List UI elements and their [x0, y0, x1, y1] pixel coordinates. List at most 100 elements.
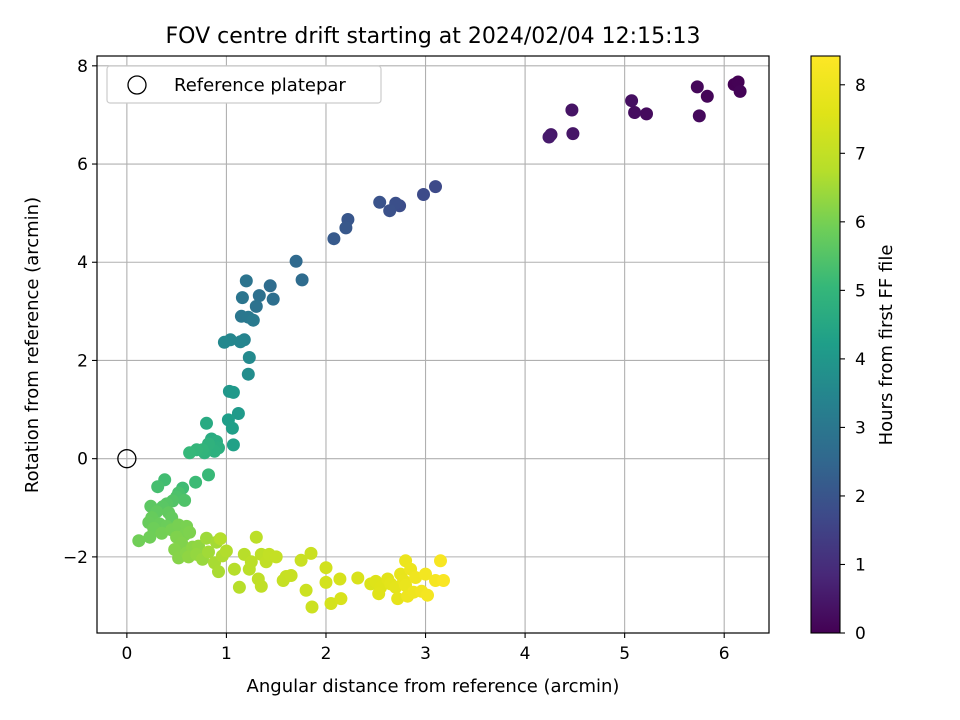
- scatter-point: [690, 80, 704, 94]
- scatter-point: [304, 546, 318, 560]
- scatter-point: [700, 89, 714, 103]
- scatter-point: [183, 446, 197, 460]
- y-tick-label: 6: [77, 155, 88, 175]
- scatter-point: [437, 574, 450, 587]
- scatter-point: [217, 335, 231, 349]
- scatter-point: [289, 254, 303, 268]
- scatter-point: [244, 555, 258, 569]
- scatter-point: [733, 84, 747, 98]
- legend-open-circle-icon: [127, 75, 147, 95]
- x-tick-label: 5: [619, 644, 630, 664]
- scatter-point: [421, 588, 434, 602]
- scatter-point: [269, 550, 283, 564]
- scatter-point: [294, 553, 308, 567]
- scatter-point: [334, 592, 348, 606]
- scatter-point: [254, 579, 268, 593]
- scatter-point: [333, 572, 347, 586]
- scatter-point: [373, 195, 387, 209]
- scatter-point: [143, 530, 157, 544]
- scatter-point: [189, 475, 203, 489]
- y-tick-label: 0: [77, 450, 88, 470]
- scatter-point: [391, 592, 405, 606]
- colorbar-tick-label: 2: [855, 487, 866, 507]
- scatter-point: [319, 561, 333, 575]
- scatter-point: [305, 600, 319, 614]
- scatter-point: [542, 130, 556, 144]
- scatter-point: [202, 545, 215, 559]
- scatter-point: [417, 188, 430, 201]
- colorbar-gradient: [810, 55, 841, 634]
- scatter-point: [246, 313, 260, 327]
- legend: Reference platepar: [106, 65, 382, 104]
- x-tick-label: 6: [719, 644, 730, 664]
- scatter-point: [565, 103, 579, 117]
- scatter-point: [202, 468, 215, 482]
- scatter-point: [324, 597, 338, 610]
- scatter-point: [284, 569, 298, 582]
- scatter-point: [226, 438, 240, 452]
- scatter-point: [241, 367, 255, 381]
- legend-entry-label: Reference platepar: [174, 75, 346, 96]
- scatter-point: [151, 480, 165, 494]
- scatter-point: [226, 385, 240, 399]
- legend-box: [106, 65, 382, 104]
- scatter-point: [266, 292, 280, 306]
- scatter-point: [178, 493, 192, 507]
- colorbar-tick-label: 0: [855, 624, 866, 644]
- colorbar-tick-label: 3: [855, 418, 866, 438]
- scatter-point: [213, 532, 227, 546]
- scatter-point: [231, 407, 245, 420]
- y-tick-label: 8: [77, 57, 88, 77]
- chart-title: FOV centre drift starting at 2024/02/04 …: [166, 24, 701, 49]
- scatter-point: [249, 299, 263, 313]
- scatter-point: [235, 291, 249, 305]
- scatter-point: [200, 531, 213, 545]
- scatter-point: [351, 571, 365, 585]
- scatter-point: [239, 274, 253, 288]
- scatter-point: [263, 279, 277, 293]
- scatter-point: [640, 107, 653, 121]
- plot-frame: [96, 55, 770, 634]
- scatter-points: [132, 75, 747, 614]
- reference-platepar-marker: [117, 449, 137, 469]
- scatter-point: [327, 232, 341, 246]
- scatter-point: [692, 109, 706, 123]
- y-tick-label: 4: [77, 253, 88, 273]
- scatter-point: [419, 567, 432, 581]
- scatter-point: [628, 106, 642, 119]
- colorbar-tick-label: 1: [855, 555, 866, 575]
- scatter-point: [566, 127, 580, 141]
- scatter-point: [200, 416, 213, 430]
- scatter-point: [225, 421, 239, 435]
- colorbar: 0 1 2 3 4 5 6 7 8 Hours from first FF file: [810, 55, 897, 644]
- y-axis-label: Rotation from reference (arcmin): [22, 197, 43, 493]
- scatter-point: [429, 180, 442, 194]
- scatter-point: [252, 289, 266, 303]
- x-tick-label: 4: [520, 644, 531, 664]
- scatter-point: [249, 530, 263, 544]
- scatter-point: [299, 583, 313, 597]
- scatter-point: [242, 351, 256, 364]
- y-axis-ticks: −2 0 2 4 6 8: [63, 57, 97, 568]
- scatter-point: [155, 526, 169, 540]
- x-axis-ticks: 0 1 2 3 4 5 6: [121, 633, 730, 664]
- colorbar-tick-label: 6: [855, 213, 866, 233]
- x-tick-label: 1: [221, 644, 232, 664]
- scatter-point: [409, 571, 423, 584]
- colorbar-ticks: 0 1 2 3 4 5 6 7 8: [840, 76, 866, 644]
- scatter-point: [372, 587, 386, 601]
- colorbar-tick-label: 7: [855, 144, 866, 164]
- colorbar-tick-label: 5: [855, 281, 866, 301]
- scatter-point: [232, 580, 246, 594]
- scatter-point: [383, 204, 397, 218]
- scatter-point: [233, 335, 247, 349]
- colorbar-tick-label: 4: [855, 350, 866, 370]
- y-tick-label: 2: [77, 351, 88, 371]
- scatter-point: [183, 525, 197, 539]
- x-axis-label: Angular distance from reference (arcmin): [247, 676, 620, 697]
- x-tick-label: 2: [321, 644, 332, 664]
- colorbar-label: Hours from first FF file: [876, 245, 897, 446]
- scatter-point: [212, 565, 225, 579]
- colorbar-tick-label: 8: [855, 76, 866, 96]
